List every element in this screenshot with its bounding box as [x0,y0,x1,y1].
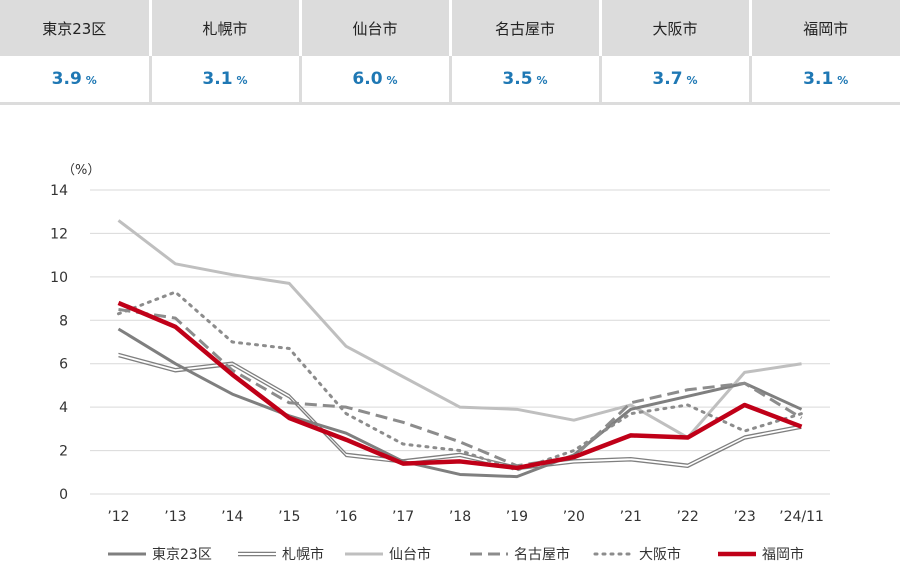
series-lines [116,219,804,479]
summary-unit-nagoya: % [536,74,548,87]
x-tick-label: ’23 [733,509,755,525]
series-2-line [117,219,802,440]
x-tick-label: ’19 [506,509,528,525]
y-tick-label: 12 [50,226,68,242]
summary-value-nagoya: 3.5 [502,69,533,89]
summary-value-osaka: 3.7 [652,69,683,89]
summary-unit-tokyo: % [85,74,97,87]
summary-value-row: 3.9% 3.1% 6.0% 3.5% 3.7% 3.1% [0,56,900,105]
summary-value-sendai: 6.0 [352,69,383,89]
x-tick-label: ’17 [392,509,414,525]
x-tick-label: ’14 [221,509,243,525]
summary-city-tokyo: 東京23区 [0,0,152,56]
legend: 東京23区 札幌市 仙台市 名古屋市 大阪市 福岡市 [108,546,804,563]
legend-label: 名古屋市 [514,546,570,563]
x-tick-label: ’13 [164,509,186,525]
series-4-line [116,290,804,472]
x-tick-label: ’15 [278,509,300,525]
summary-cell-fukuoka: 3.1% [750,56,900,105]
series-0-line [117,327,803,479]
x-tick-label: ’18 [449,509,471,525]
y-tick-label: 2 [59,444,68,460]
legend-label: 仙台市 [389,546,431,563]
series-5-line [117,300,803,471]
summary-cell-sendai: 6.0% [300,56,452,105]
y-tick-label: 14 [50,183,68,199]
series-1-line [118,352,802,467]
summary-value-sapporo: 3.1 [202,69,233,89]
summary-unit-sendai: % [386,74,398,87]
summary-cell-tokyo: 3.9% [0,56,152,105]
summary-value-fukuoka: 3.1 [803,69,834,89]
series-1-line [118,356,802,471]
y-axis-tick-labels: 0 2 4 6 8 10 12 14 [50,183,68,503]
x-tick-label: ’20 [563,509,585,525]
x-tick-label: ’12 [107,509,129,525]
summary-unit-fukuoka: % [837,74,849,87]
x-tick-label: ’24/11 [779,509,824,525]
summary-city-sapporo: 札幌市 [150,0,302,56]
y-tick-label: 0 [59,487,68,503]
summary-cell-nagoya: 3.5% [450,56,602,105]
x-axis-tick-labels: ’12 ’13 ’14 ’15 ’16 ’17 ’18 ’19 ’20 ’21 ’22 ’23 ’24/… [107,509,824,525]
y-tick-label: 8 [59,313,68,329]
summary-cell-sapporo: 3.1% [150,56,302,105]
summary-header-row: 東京23区 札幌市 仙台市 名古屋市 大阪市 福岡市 [0,0,900,56]
summary-cell-osaka: 3.7% [600,56,752,105]
legend-label: 東京23区 [152,547,212,563]
legend-label: 福岡市 [762,546,804,563]
x-tick-label: ’22 [677,509,699,525]
summary-city-osaka: 大阪市 [600,0,752,56]
y-tick-label: 4 [59,400,68,416]
summary-table: 東京23区 札幌市 仙台市 名古屋市 大阪市 福岡市 3.9% 3.1% 6.0… [0,0,900,105]
y-axis-unit-label: （%） [62,163,100,178]
x-tick-label: ’21 [620,509,642,525]
summary-city-fukuoka: 福岡市 [750,0,900,56]
summary-city-nagoya: 名古屋市 [450,0,602,56]
legend-label: 札幌市 [282,546,324,563]
y-tick-label: 6 [59,357,68,373]
legend-label: 大阪市 [639,546,681,563]
x-tick-label: ’16 [335,509,357,525]
summary-value-tokyo: 3.9 [51,69,82,89]
series-3-line [118,307,803,468]
summary-unit-osaka: % [686,74,698,87]
y-tick-label: 10 [50,270,68,286]
summary-unit-sapporo: % [236,74,248,87]
summary-city-sendai: 仙台市 [300,0,452,56]
